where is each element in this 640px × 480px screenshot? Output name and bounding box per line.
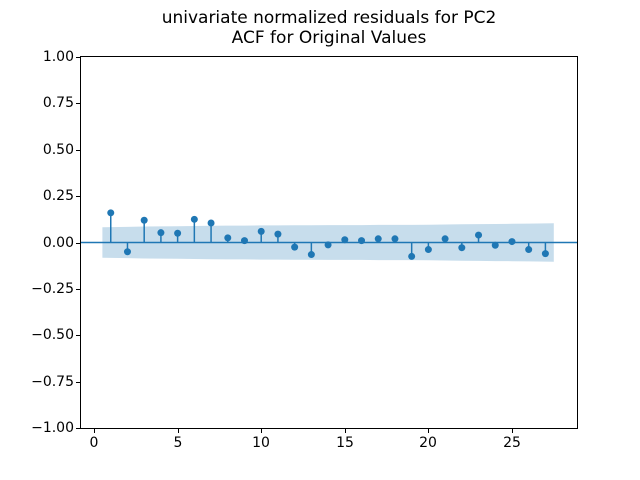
x-tick-mark — [428, 429, 429, 433]
plot-area — [80, 56, 578, 429]
y-tick-mark — [76, 243, 80, 244]
y-tick-label-1.00: 1.00 — [42, 49, 74, 65]
marker-lag-9 — [240, 237, 248, 245]
marker-lag-2 — [123, 248, 131, 256]
x-tick-mark — [261, 429, 262, 433]
y-tick-mark — [76, 196, 80, 197]
marker-lag-27 — [541, 250, 549, 258]
marker-lag-17 — [374, 235, 382, 243]
x-tick-label-10: 10 — [252, 435, 270, 451]
marker-lag-22 — [458, 244, 466, 252]
marker-lag-10 — [257, 227, 265, 235]
x-tick-mark — [94, 429, 95, 433]
y-tick-label-−0.25: −0.25 — [31, 281, 74, 297]
x-tick-mark — [178, 429, 179, 433]
marker-lag-20 — [424, 246, 432, 254]
y-tick-mark — [76, 335, 80, 336]
marker-lag-7 — [207, 219, 215, 227]
marker-lag-23 — [475, 231, 483, 239]
marker-lag-3 — [140, 216, 148, 224]
x-tick-label-20: 20 — [419, 435, 437, 451]
y-tick-mark — [76, 428, 80, 429]
marker-lag-18 — [391, 235, 399, 243]
chart-title-line1: univariate normalized residuals for PC2 — [161, 8, 497, 28]
y-tick-label-0.75: 0.75 — [42, 95, 74, 111]
y-tick-mark — [76, 57, 80, 58]
marker-lag-11 — [274, 230, 282, 238]
y-tick-mark — [76, 289, 80, 290]
marker-lag-19 — [408, 252, 416, 260]
marker-lag-12 — [291, 243, 299, 251]
x-tick-mark — [345, 429, 346, 433]
marker-lag-5 — [174, 229, 182, 237]
x-tick-label-15: 15 — [336, 435, 354, 451]
marker-lag-13 — [307, 251, 315, 259]
chart-title: univariate normalized residuals for PC2 … — [80, 8, 578, 48]
y-tick-label-−0.50: −0.50 — [31, 327, 74, 343]
y-tick-mark — [76, 150, 80, 151]
chart-title-line2: ACF for Original Values — [231, 28, 427, 48]
marker-lag-15 — [341, 236, 349, 244]
marker-lag-25 — [508, 238, 516, 246]
y-tick-label-−0.75: −0.75 — [31, 374, 74, 390]
marker-lag-1 — [107, 209, 115, 217]
acf-stem-plot — [81, 209, 577, 262]
marker-lag-24 — [491, 241, 499, 249]
x-tick-label-0: 0 — [89, 435, 99, 451]
marker-lag-4 — [157, 229, 165, 237]
y-tick-label-0.00: 0.00 — [42, 235, 74, 251]
y-tick-label-0.50: 0.50 — [42, 142, 74, 158]
y-tick-label-−1.00: −1.00 — [31, 420, 74, 436]
x-tick-label-25: 25 — [503, 435, 521, 451]
y-tick-mark — [76, 382, 80, 383]
x-tick-label-5: 5 — [173, 435, 183, 451]
x-tick-mark — [512, 429, 513, 433]
y-tick-label-0.25: 0.25 — [42, 188, 74, 204]
marker-lag-21 — [441, 235, 449, 243]
marker-lag-26 — [525, 246, 533, 254]
marker-lag-6 — [190, 215, 198, 223]
marker-lag-14 — [324, 241, 332, 249]
y-tick-mark — [76, 103, 80, 104]
marker-lag-16 — [358, 237, 366, 245]
marker-lag-8 — [224, 234, 232, 242]
